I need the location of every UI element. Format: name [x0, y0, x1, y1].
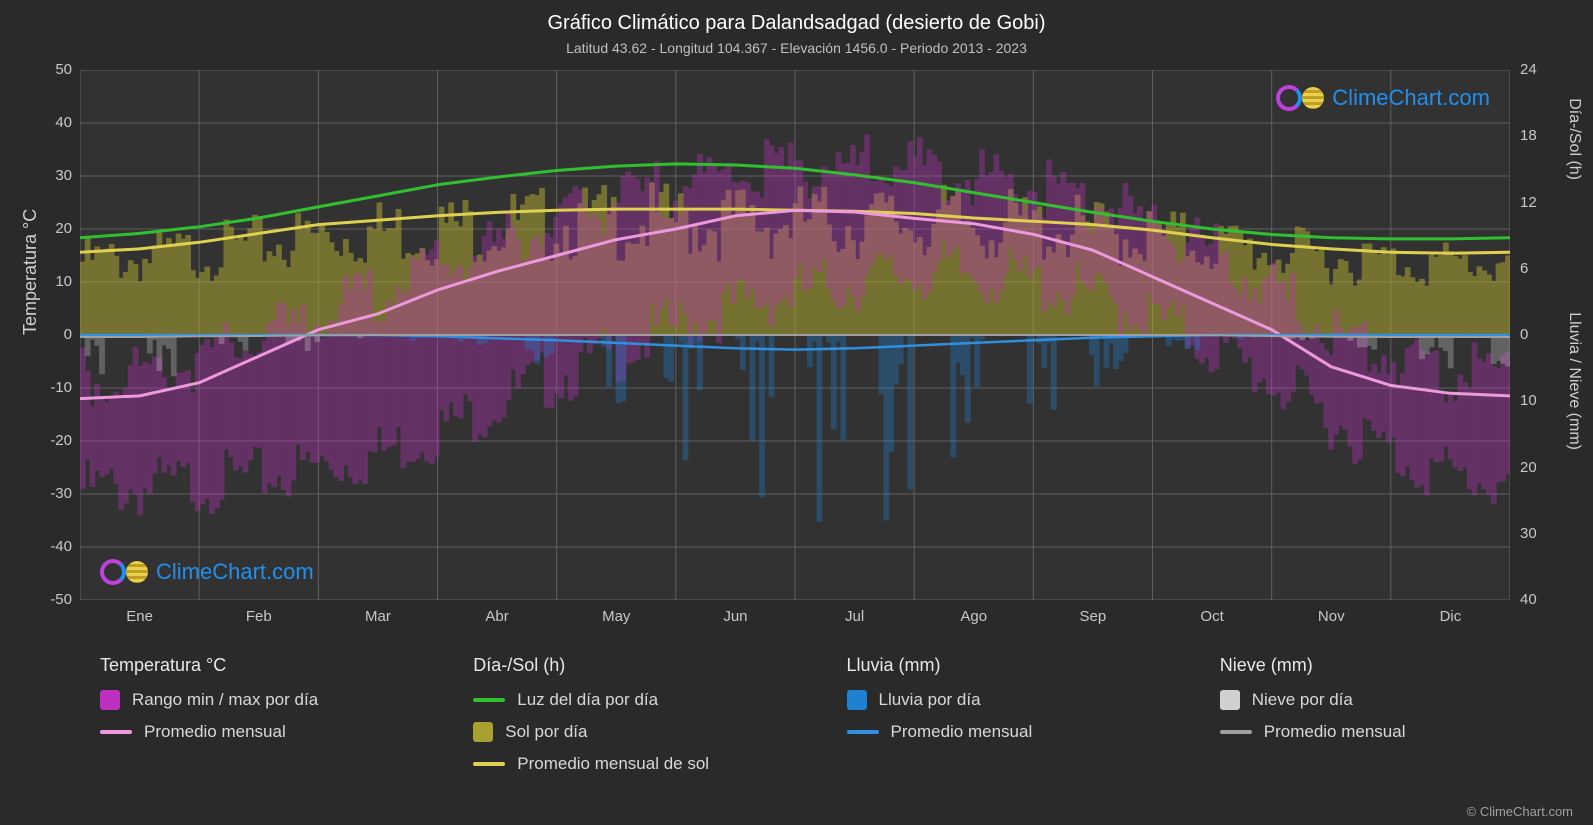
legend-line-icon [1220, 730, 1252, 734]
tick-month: Feb [219, 608, 299, 625]
tick-left: 10 [22, 273, 72, 290]
tick-right-hours: 24 [1520, 61, 1560, 78]
copyright: © ClimeChart.com [1467, 804, 1573, 819]
legend-item: Promedio mensual [1220, 722, 1553, 742]
legend-item-label: Promedio mensual [891, 722, 1033, 742]
legend-line-icon [473, 762, 505, 766]
legend-item: Nieve por día [1220, 690, 1553, 710]
legend-item-label: Sol por día [505, 722, 587, 742]
legend-item: Sol por día [473, 722, 806, 742]
legend-item-label: Promedio mensual [1264, 722, 1406, 742]
legend-column: Lluvia (mm) Lluvia por día Promedio mensua… [847, 655, 1180, 786]
tick-right-mm: 20 [1520, 459, 1560, 476]
tick-right-mm: 10 [1520, 392, 1560, 409]
legend-item: Promedio mensual [100, 722, 433, 742]
legend-line-icon [847, 730, 879, 734]
tick-right-hours: 18 [1520, 127, 1560, 144]
tick-right-hours: 0 [1520, 326, 1560, 343]
brand-label: ClimeChart.com [156, 559, 314, 585]
tick-left: -10 [22, 379, 72, 396]
tick-month: Ago [934, 608, 1014, 625]
y-axis-right-top-label: Día-/Sol (h) [1565, 98, 1583, 180]
logo-ring-icon [100, 559, 126, 585]
legend-item: Luz del día por día [473, 690, 806, 710]
legend-item-label: Promedio mensual [144, 722, 286, 742]
y-axis-right-bottom-label: Lluvia / Nieve (mm) [1565, 312, 1583, 450]
legend-item-label: Lluvia por día [879, 690, 981, 710]
legend-column: Día-/Sol (h) Luz del día por día Sol por d… [473, 655, 806, 786]
legend-item: Rango min / max por día [100, 690, 433, 710]
tick-left: 20 [22, 220, 72, 237]
legend-title: Día-/Sol (h) [473, 655, 806, 676]
tick-right-hours: 12 [1520, 194, 1560, 211]
tick-month: Dic [1410, 608, 1490, 625]
tick-right-hours: 6 [1520, 260, 1560, 277]
tick-left: 50 [22, 61, 72, 78]
tick-right-mm: 40 [1520, 591, 1560, 608]
legend-item-label: Luz del día por día [517, 690, 658, 710]
legend-line-icon [473, 698, 505, 702]
logo-sun-icon [126, 561, 148, 583]
brand-label: ClimeChart.com [1332, 85, 1490, 111]
watermark-bottom: ClimeChart.com [100, 559, 314, 585]
legend-column: Nieve (mm) Nieve por día Promedio mensual [1220, 655, 1553, 786]
legend-line-icon [100, 730, 132, 734]
tick-month: May [576, 608, 656, 625]
legend-swatch-icon [100, 690, 120, 710]
tick-left: -50 [22, 591, 72, 608]
legend-item-label: Nieve por día [1252, 690, 1353, 710]
chart-title: Gráfico Climático para Dalandsadgad (des… [0, 12, 1593, 35]
chart-subtitle: Latitud 43.62 - Longitud 104.367 - Eleva… [0, 40, 1593, 56]
legend-title: Lluvia (mm) [847, 655, 1180, 676]
legend-column: Temperatura °C Rango min / max por día Pro… [100, 655, 433, 786]
tick-left: 30 [22, 167, 72, 184]
chart-container: { "title": "Gráfico Climático para Dalan… [0, 0, 1593, 825]
legend-item-label: Promedio mensual de sol [517, 754, 709, 774]
legend-title: Temperatura °C [100, 655, 433, 676]
tick-month: Abr [457, 608, 537, 625]
tick-month: Sep [1053, 608, 1133, 625]
tick-left: 0 [22, 326, 72, 343]
tick-month: Nov [1291, 608, 1371, 625]
legend-item: Promedio mensual [847, 722, 1180, 742]
legend: Temperatura °C Rango min / max por día Pro… [100, 655, 1553, 786]
legend-swatch-icon [473, 722, 493, 742]
logo-sun-icon [1302, 87, 1324, 109]
plot-svg [80, 70, 1510, 600]
tick-month: Oct [1172, 608, 1252, 625]
legend-item: Promedio mensual de sol [473, 754, 806, 774]
tick-left: -30 [22, 485, 72, 502]
tick-right-mm: 30 [1520, 525, 1560, 542]
watermark-top: ClimeChart.com [1276, 85, 1490, 111]
legend-item: Lluvia por día [847, 690, 1180, 710]
tick-left: -40 [22, 538, 72, 555]
tick-left: 40 [22, 114, 72, 131]
legend-swatch-icon [1220, 690, 1240, 710]
logo-ring-icon [1276, 85, 1302, 111]
legend-swatch-icon [847, 690, 867, 710]
legend-item-label: Rango min / max por día [132, 690, 318, 710]
tick-month: Ene [100, 608, 180, 625]
tick-month: Jun [695, 608, 775, 625]
tick-left: -20 [22, 432, 72, 449]
tick-month: Mar [338, 608, 418, 625]
tick-month: Jul [815, 608, 895, 625]
legend-title: Nieve (mm) [1220, 655, 1553, 676]
plot-area: ClimeChart.com ClimeChart.com [80, 70, 1510, 600]
